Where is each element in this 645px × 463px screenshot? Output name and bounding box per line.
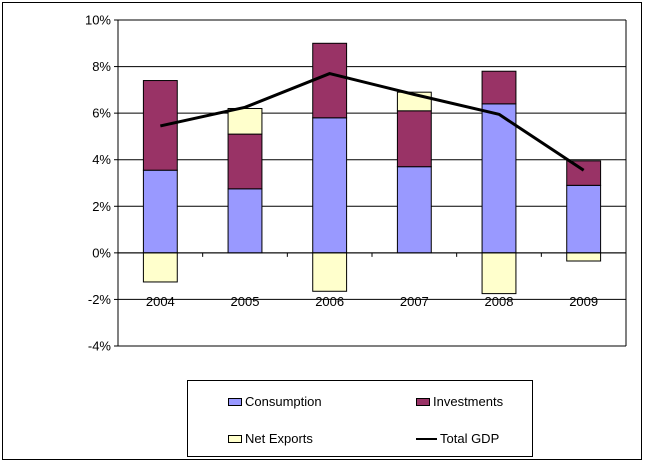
- x-tick-label: 2007: [400, 294, 429, 309]
- y-tick-label: -2%: [88, 292, 112, 307]
- bar-investments: [481, 70, 517, 105]
- legend-item-total-gdp: Total GDP: [416, 431, 499, 446]
- y-tick-label: 0%: [92, 245, 111, 260]
- line-total-gdp: [160, 72, 585, 172]
- x-tick-label: 2006: [315, 294, 344, 309]
- legend-item-investments: Investments: [416, 394, 503, 409]
- bar-net-exports: [142, 252, 178, 283]
- bar-net-exports: [312, 252, 348, 292]
- legend-swatch-investments: [416, 397, 430, 406]
- bar-consumption: [566, 184, 602, 254]
- bar-net-exports: [227, 107, 263, 135]
- x-tick-label: 2005: [231, 294, 260, 309]
- bar-investments: [566, 160, 602, 186]
- y-tick-label: -4%: [88, 339, 112, 354]
- legend-swatch-consumption: [228, 397, 242, 406]
- x-tick-label: 2009: [569, 294, 598, 309]
- bar-net-exports: [566, 252, 602, 262]
- bar-net-exports: [481, 252, 517, 295]
- legend: Consumption Investments Net Exports Tota…: [187, 380, 533, 457]
- y-tick-label: 4%: [92, 152, 111, 167]
- legend-item-consumption: Consumption: [228, 394, 322, 409]
- x-tick-label: 2008: [485, 294, 514, 309]
- legend-swatch-net-exports: [228, 434, 242, 443]
- bar-investments: [227, 133, 263, 190]
- bar-investments: [312, 42, 348, 119]
- bar-consumption: [312, 117, 348, 254]
- bar-investments: [396, 110, 432, 168]
- chart-plot: -4% -2% 0% 2% 4% 6% 8% 10% 2004 2005 2006 2007 2008 2…: [85, 13, 627, 354]
- legend-label-consumption: Consumption: [245, 394, 322, 409]
- y-tick-label: 6%: [92, 106, 111, 121]
- bar-consumption: [227, 188, 263, 254]
- legend-label-investments: Investments: [433, 394, 504, 409]
- legend-line-total-gdp: [416, 437, 437, 440]
- bar-consumption: [142, 169, 178, 254]
- legend-label-net-exports: Net Exports: [245, 431, 313, 446]
- y-tick-label: 8%: [92, 59, 111, 74]
- x-tick-label: 2004: [146, 294, 175, 309]
- bar-consumption: [396, 166, 432, 254]
- legend-label-total-gdp: Total GDP: [440, 431, 500, 446]
- bar-consumption: [481, 103, 517, 254]
- y-tick-label: 2%: [92, 199, 111, 214]
- y-tick-label: 10%: [85, 13, 111, 28]
- legend-item-net-exports: Net Exports: [228, 431, 313, 446]
